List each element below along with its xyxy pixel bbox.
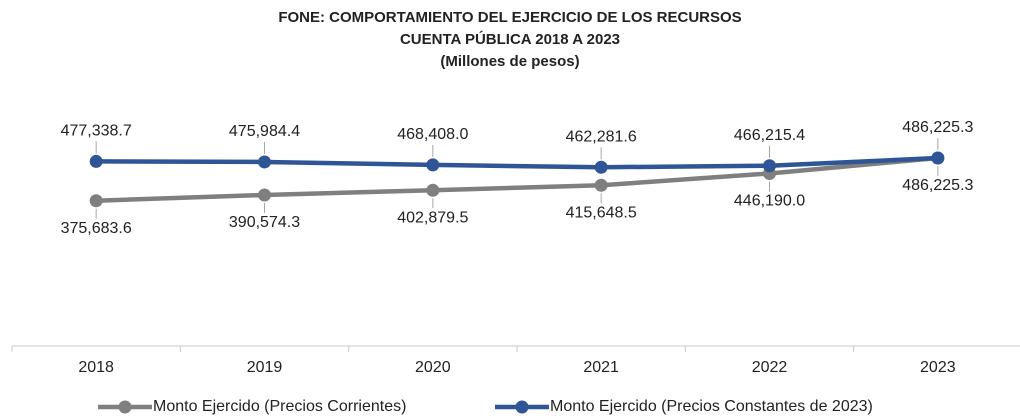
point [89,154,103,168]
data-label: 486,225.3 [902,177,973,194]
data-label: 446,190.0 [734,193,805,210]
chart-subtitle: CUENTA PÚBLICA 2018 A 2023 [400,30,620,48]
x-tick-label: 2021 [583,359,619,376]
legend-marker [515,400,529,414]
x-tick-label: 2022 [752,359,788,376]
x-tick-label: 2019 [247,359,283,376]
point [594,178,608,192]
data-label: 468,408.0 [397,126,468,143]
point [763,159,776,173]
x-tick-label: 2023 [920,359,956,376]
point [426,183,440,197]
series-line [96,155,938,170]
data-label: 477,338.7 [61,123,132,140]
data-label: 462,281.6 [566,128,637,145]
x-tick-label: 2018 [78,359,114,376]
data-label: 390,574.3 [229,214,300,231]
legend-label: Monto Ejercido (Precios Corrientes) [153,398,406,415]
x-tick-label: 2020 [415,359,451,376]
data-label: 375,683.6 [61,220,132,237]
chart-title: FONE: COMPORTAMIENTO DEL EJERCICIO DE LO… [278,9,741,26]
series-line [96,155,939,203]
data-label: 466,215.4 [734,127,805,144]
point [89,194,103,208]
data-label: 402,879.5 [397,209,468,226]
point [258,155,271,169]
data-label: 415,648.5 [566,205,637,222]
legend-label: Monto Ejercido (Precios Constantes de 20… [550,398,873,415]
data-label: 475,984.4 [229,123,300,140]
point [258,188,271,202]
data-label: 486,225.3 [902,119,973,136]
point [594,160,608,174]
unit-note: (Millones de pesos) [440,53,579,70]
legend-marker [118,400,132,414]
point [426,158,440,172]
point [931,151,945,165]
